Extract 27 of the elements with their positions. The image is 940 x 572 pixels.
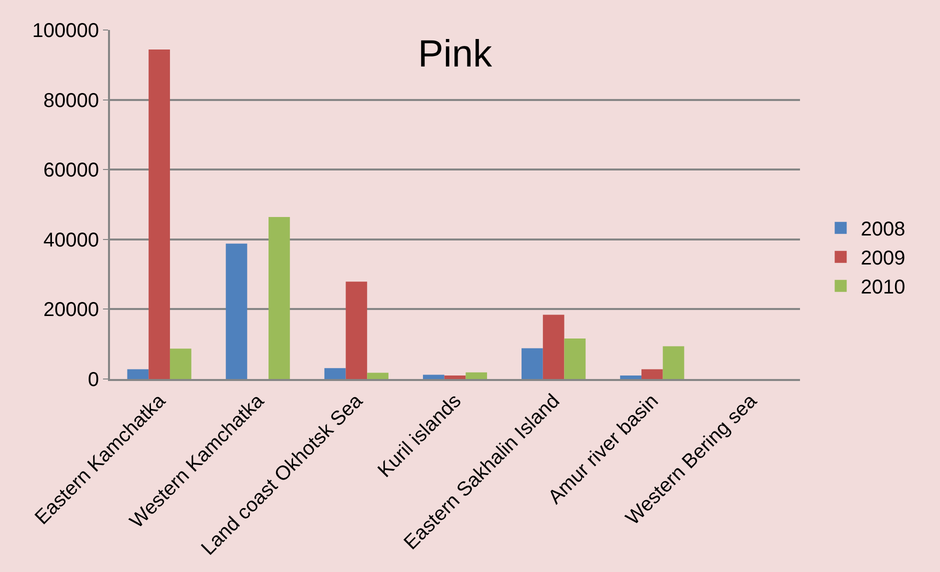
- bar: [148, 50, 170, 379]
- bar: [542, 314, 564, 379]
- bar: [324, 368, 346, 379]
- bar: [367, 372, 388, 379]
- bar: [620, 376, 642, 379]
- legend-label: 2008: [860, 218, 906, 241]
- bar: [268, 217, 290, 379]
- y-tick-label: 80000: [43, 90, 99, 112]
- bar: [564, 338, 586, 379]
- y-tick-label: 100000: [32, 20, 99, 42]
- bar: [226, 244, 248, 379]
- bar: [422, 374, 444, 379]
- bar: [641, 369, 663, 379]
- bar: [170, 348, 192, 379]
- bar: [444, 376, 466, 379]
- bar: [466, 372, 488, 379]
- legend-label: 2009: [860, 248, 906, 270]
- y-tick-label: 40000: [43, 229, 99, 252]
- legend-label: 2010: [860, 276, 906, 299]
- bar: [127, 369, 149, 379]
- y-tick-label: 0: [88, 369, 99, 391]
- bar: [346, 282, 368, 379]
- chart-title: Pink: [418, 34, 493, 76]
- y-tick-label: 20000: [43, 299, 99, 322]
- bar: [662, 346, 684, 379]
- y-tick-label: 60000: [43, 160, 99, 182]
- bar: [522, 348, 543, 379]
